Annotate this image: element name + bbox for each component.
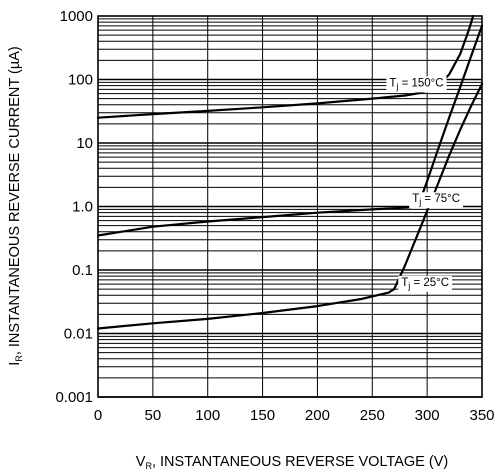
series-label: Tj = 150°C	[386, 76, 447, 93]
x-tick-label: 50	[145, 407, 162, 424]
x-tick-label: 100	[195, 407, 220, 424]
series-labels: Tj = 150°C Tj = 75°C Tj = 25°C	[386, 76, 464, 292]
y-tick-label: 10	[76, 135, 93, 152]
x-tick-label: 300	[415, 407, 440, 424]
series-line	[96, 14, 475, 119]
x-tick-label: 150	[250, 407, 275, 424]
y-tick-label: 0.001	[55, 389, 93, 406]
x-tick-label: 0	[94, 407, 102, 424]
x-tick-label: 350	[469, 407, 494, 424]
series-label-text: Tj = 150°C	[389, 77, 443, 91]
x-axis-label: VR, INSTANTANEOUS REVERSE VOLTAGE (V)	[136, 454, 448, 471]
series-label: Tj = 75°C	[409, 192, 464, 209]
y-tick-label: 0.1	[72, 262, 93, 279]
x-tick-label: 200	[305, 407, 330, 424]
y-tick-label: 1000	[60, 8, 93, 25]
series-label-background	[386, 76, 447, 93]
tick-labels: 0 50 100 150 200 250 300 350 0.001 0.01 0.1 1.0 10 10…	[55, 8, 494, 424]
series-label: Tj = 25°C	[398, 275, 453, 292]
y-tick-label: 1.0	[72, 199, 93, 216]
y-tick-label: 100	[68, 72, 93, 89]
series-label-background	[398, 275, 453, 292]
x-tick-label: 250	[360, 407, 385, 424]
plot-frame	[97, 15, 483, 398]
series-label-background	[409, 192, 464, 209]
y-tick-label: 0.01	[64, 326, 93, 343]
y-axis-label: IR, INSTANTANEOUS REVERSE CURRENT (µA)	[7, 46, 24, 365]
series-label-text: Tj = 75°C	[412, 193, 460, 207]
series-label-text: Tj = 25°C	[401, 277, 449, 291]
